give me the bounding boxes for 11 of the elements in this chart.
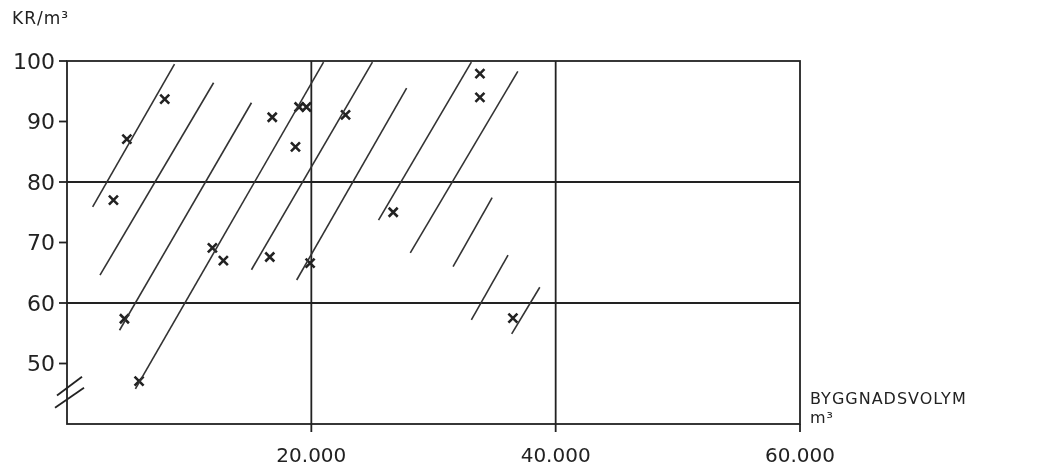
y-tick-label: 100 [13, 48, 55, 74]
y-tick-label: 50 [27, 351, 55, 377]
x-tick-label: 20.000 [276, 443, 347, 467]
x-tick-label: 60.000 [765, 443, 835, 467]
x-tick-label: 40.000 [520, 443, 591, 467]
y-tick-label: 60 [27, 290, 55, 316]
y-tick-label: 80 [27, 169, 55, 195]
y-axis-title: KR/m³ [12, 8, 70, 28]
x-axis-title: BYGGNADSVOLYM m³ [810, 389, 967, 427]
y-tick-label: 90 [27, 109, 55, 135]
y-tick-label: 70 [27, 230, 55, 256]
